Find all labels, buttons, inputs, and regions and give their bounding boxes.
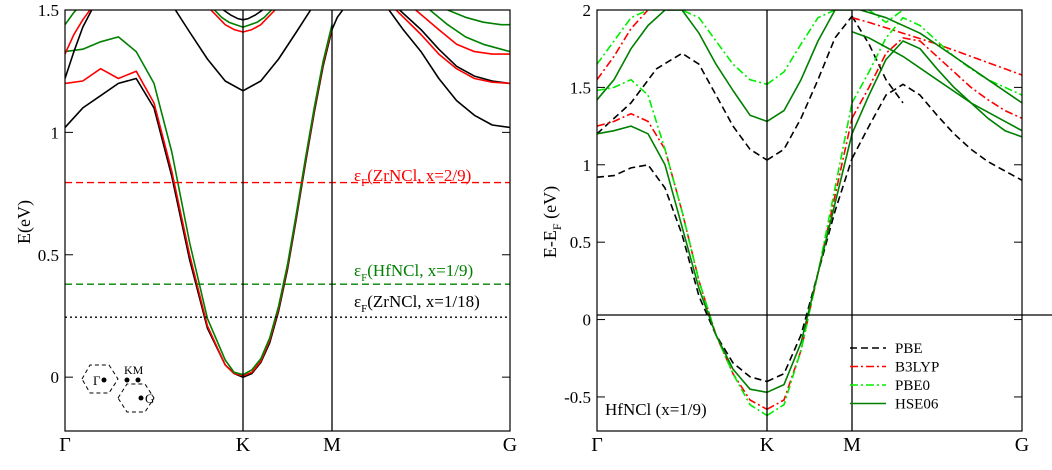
band-curve-15 xyxy=(766,10,836,85)
band-curve-13 xyxy=(331,10,344,30)
band-curve-0 xyxy=(597,164,768,383)
left-band-curves xyxy=(65,10,510,378)
band-curve-14 xyxy=(388,10,510,129)
bz-point-g xyxy=(138,395,144,401)
fermi-label-zrncl-1-18: εF(ZrNCl, x=1/18) xyxy=(354,292,480,315)
left-y-axis-label: E(eV) xyxy=(14,200,35,244)
right-band-curves xyxy=(597,10,1022,417)
x-tick-label-2: M xyxy=(843,434,861,456)
y-tick-label-1: 0.5 xyxy=(38,246,59,265)
band-curve-5 xyxy=(851,15,904,104)
band-curve-12 xyxy=(766,102,853,417)
band-curve-1 xyxy=(65,67,244,377)
band-curve-17 xyxy=(415,10,510,55)
y-tick-label-3: 1.5 xyxy=(38,1,59,20)
band-curve-1 xyxy=(766,158,853,383)
legend-label-1: B3LYP xyxy=(895,360,939,376)
fermi-label-hfncl-1-9: εF(HfNCl, x=1/9) xyxy=(354,261,473,284)
bz-label-km: KM xyxy=(124,363,144,377)
brillouin-zone-inset: Γ KM G xyxy=(81,363,155,413)
x-tick-label-0: Γ xyxy=(59,434,71,456)
y-tick-label-3: 1 xyxy=(583,156,592,175)
bz-point-m xyxy=(135,377,141,383)
band-curve-0 xyxy=(65,77,244,378)
y-tick-label-0: -0.5 xyxy=(564,388,591,407)
band-curve-14 xyxy=(597,10,768,86)
left-kpoint-lines xyxy=(242,10,333,431)
x-tick-label-0: Γ xyxy=(591,434,603,456)
band-curve-19 xyxy=(851,40,1022,138)
band-curve-17 xyxy=(597,125,768,394)
bz-label-g: G xyxy=(145,391,154,406)
band-curve-9 xyxy=(597,10,649,81)
band-curve-3 xyxy=(597,52,768,161)
y-tick-label-2: 0.5 xyxy=(570,233,591,252)
band-curve-10 xyxy=(851,16,1022,76)
y-tick-label-4: 1.5 xyxy=(570,78,591,97)
legend-label-2: PBE0 xyxy=(895,378,930,394)
band-curve-8 xyxy=(242,24,333,376)
right-legend: PBE B3LYP PBE0 HSE06 xyxy=(850,341,939,413)
bz-hexagon-second xyxy=(117,383,155,413)
band-curve-13 xyxy=(851,16,1022,104)
right-y-axis-label: E-EF (eV) xyxy=(540,186,564,258)
x-tick-label-2: M xyxy=(323,434,341,456)
right-kpoint-lines xyxy=(766,10,853,431)
fermi-label-zrncl-2-9: εF(ZrNCl, x=2/9) xyxy=(354,166,471,189)
y-tick-label-0: 0 xyxy=(51,368,60,387)
band-curve-20 xyxy=(597,10,768,123)
legend-label-3: HSE06 xyxy=(895,397,939,413)
x-tick-label-3: G xyxy=(503,434,517,456)
right-plot-frame xyxy=(596,9,1023,432)
bz-point-k xyxy=(124,377,130,383)
bz-label-gamma: Γ xyxy=(93,373,101,388)
band-curve-19 xyxy=(447,10,510,26)
band-curve-3 xyxy=(65,10,93,79)
band-curve-16 xyxy=(868,10,904,24)
band-curve-6 xyxy=(597,112,768,411)
band-curve-16 xyxy=(395,10,510,85)
band-curve-4 xyxy=(65,10,91,55)
legend-label-0: PBE xyxy=(895,341,923,357)
band-curve-5 xyxy=(65,10,78,26)
panel-right: -0.5 0 0.5 1 1.5 2 Γ K M G E-EF (eV) HfNCl (x=1/… xyxy=(540,1,1052,456)
band-curve-8 xyxy=(851,37,1022,120)
x-tick-label-3: G xyxy=(1015,434,1029,456)
y-tick-label-1: 0 xyxy=(583,311,592,330)
left-fermi-lines xyxy=(65,181,510,318)
x-tick-label-1: K xyxy=(236,434,251,456)
band-curve-7 xyxy=(242,26,333,377)
band-curve-23 xyxy=(860,10,1022,104)
band-curve-18 xyxy=(766,133,853,394)
band-curve-2 xyxy=(851,83,1022,182)
bz-hexagon-first xyxy=(81,364,119,394)
left-plot-frame xyxy=(64,9,511,432)
band-curve-21 xyxy=(766,10,852,123)
y-tick-label-5: 2 xyxy=(583,1,592,20)
y-tick-label-2: 1 xyxy=(51,123,60,142)
band-curve-18 xyxy=(429,10,510,53)
band-curve-11 xyxy=(597,78,768,417)
right-annotation: HfNCl (x=1/9) xyxy=(605,400,707,419)
x-tick-label-1: K xyxy=(760,434,775,456)
right-y-ticks: -0.5 0 0.5 1 1.5 2 xyxy=(564,1,1022,407)
bz-point-gamma xyxy=(101,377,107,383)
left-y-ticks: 0 0.5 1 1.5 xyxy=(38,1,510,387)
band-curve-4 xyxy=(766,15,853,161)
band-curve-2 xyxy=(65,36,244,376)
band-curve-7 xyxy=(766,118,853,411)
band-curve-22 xyxy=(851,30,1022,132)
band-curve-15 xyxy=(399,10,510,85)
